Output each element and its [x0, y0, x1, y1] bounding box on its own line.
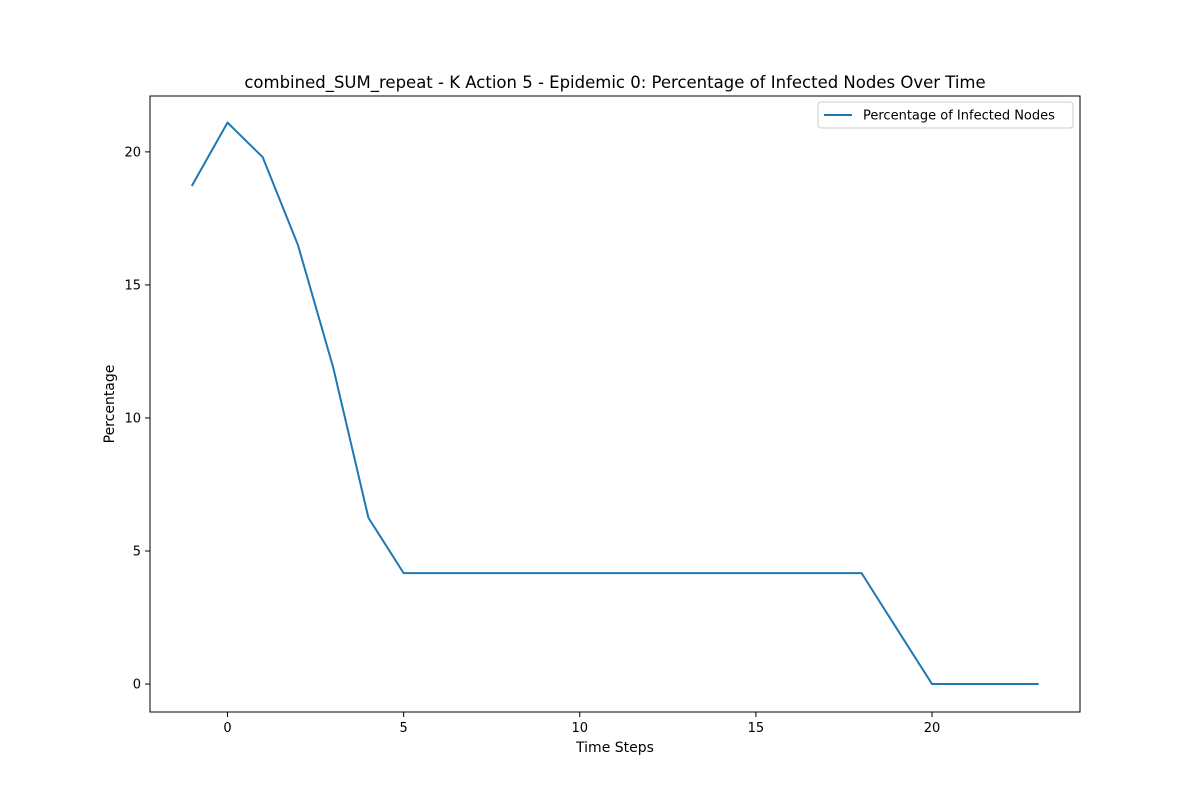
chart-title: combined_SUM_repeat - K Action 5 - Epide… — [244, 73, 985, 93]
plot-area — [149, 95, 1081, 713]
y-axis: 0 5 10 15 20 — [124, 145, 150, 693]
x-tick-label: 10 — [571, 721, 588, 736]
y-tick-label: 0 — [133, 678, 141, 693]
y-tick-label: 5 — [133, 545, 141, 560]
legend-entry-label: Percentage of Infected Nodes — [863, 109, 1055, 124]
y-tick-label: 15 — [124, 278, 141, 293]
x-tick-label: 20 — [924, 721, 941, 736]
y-tick-label: 10 — [124, 411, 141, 426]
x-axis: 0 5 10 15 20 — [223, 712, 940, 736]
x-tick-label: 5 — [399, 721, 407, 736]
x-tick-label: 0 — [223, 721, 231, 736]
x-axis-label: Time Steps — [575, 740, 654, 756]
legend-frame — [817, 101, 1074, 129]
series-layer — [190, 121, 1039, 686]
x-tick-label: 15 — [748, 721, 765, 736]
y-tick-label: 20 — [124, 145, 141, 160]
series-line — [190, 121, 1039, 686]
y-axis-label: Percentage — [102, 365, 118, 444]
legend: Percentage of Infected Nodes — [817, 101, 1074, 129]
